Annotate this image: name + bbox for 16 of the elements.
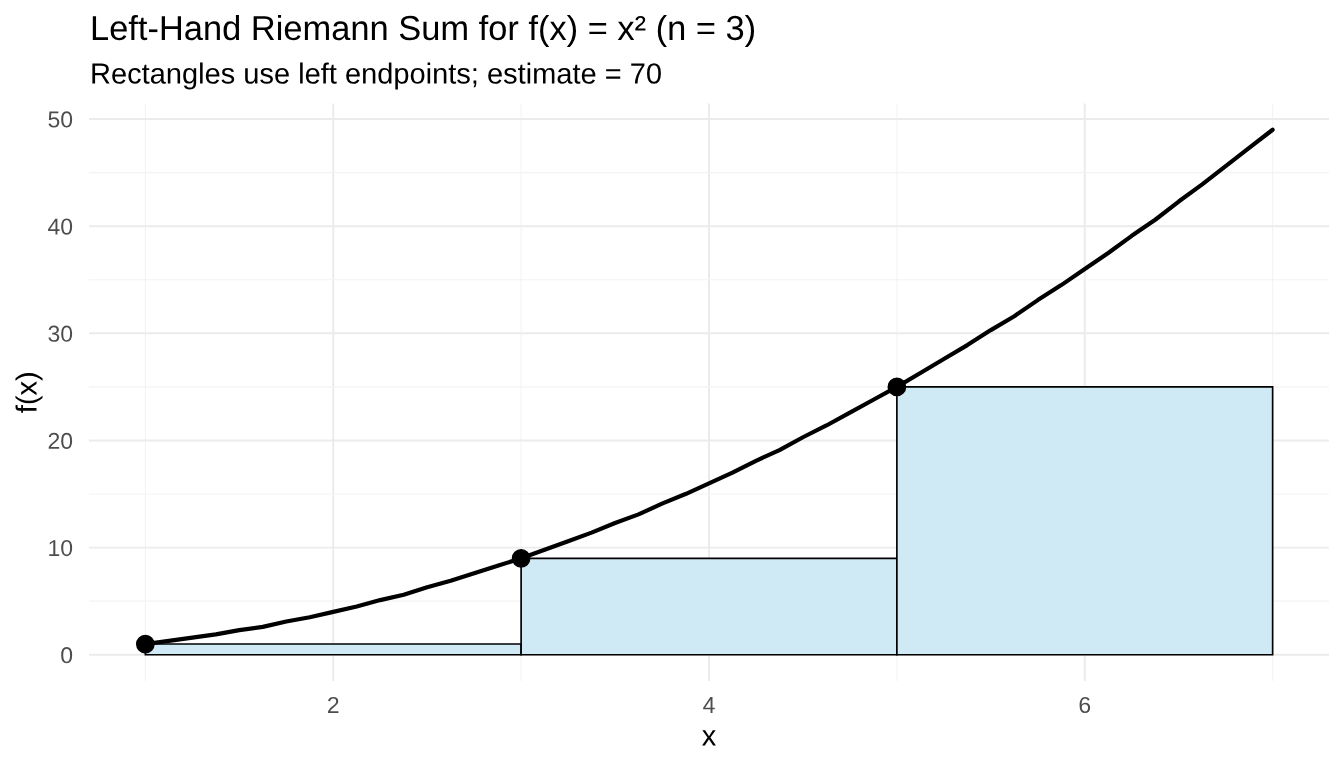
x-tick-label: 6 xyxy=(1079,696,1091,714)
x-tick-label: 4 xyxy=(703,697,715,713)
chart-title: Left-Hand Riemann Sum for f(x) = x² (n = 3) xyxy=(92,14,755,48)
y-tick-label: 50 xyxy=(48,111,73,128)
x-axis-title: x xyxy=(702,730,716,746)
y-axis-title: f(x) xyxy=(15,373,43,413)
y-tick-label: 10 xyxy=(49,539,73,557)
y-tick-label: 30 xyxy=(48,325,73,342)
chart-subtitle: Rectangles use left endpoints; estimate = 70 xyxy=(92,62,661,90)
y-tick-label: 0 xyxy=(61,647,73,664)
point xyxy=(887,377,907,397)
point xyxy=(511,548,531,568)
point xyxy=(135,634,155,654)
x-tick-label: 2 xyxy=(328,696,339,713)
y-tick-label: 20 xyxy=(48,432,73,449)
y-tick-label: 40 xyxy=(48,218,73,235)
